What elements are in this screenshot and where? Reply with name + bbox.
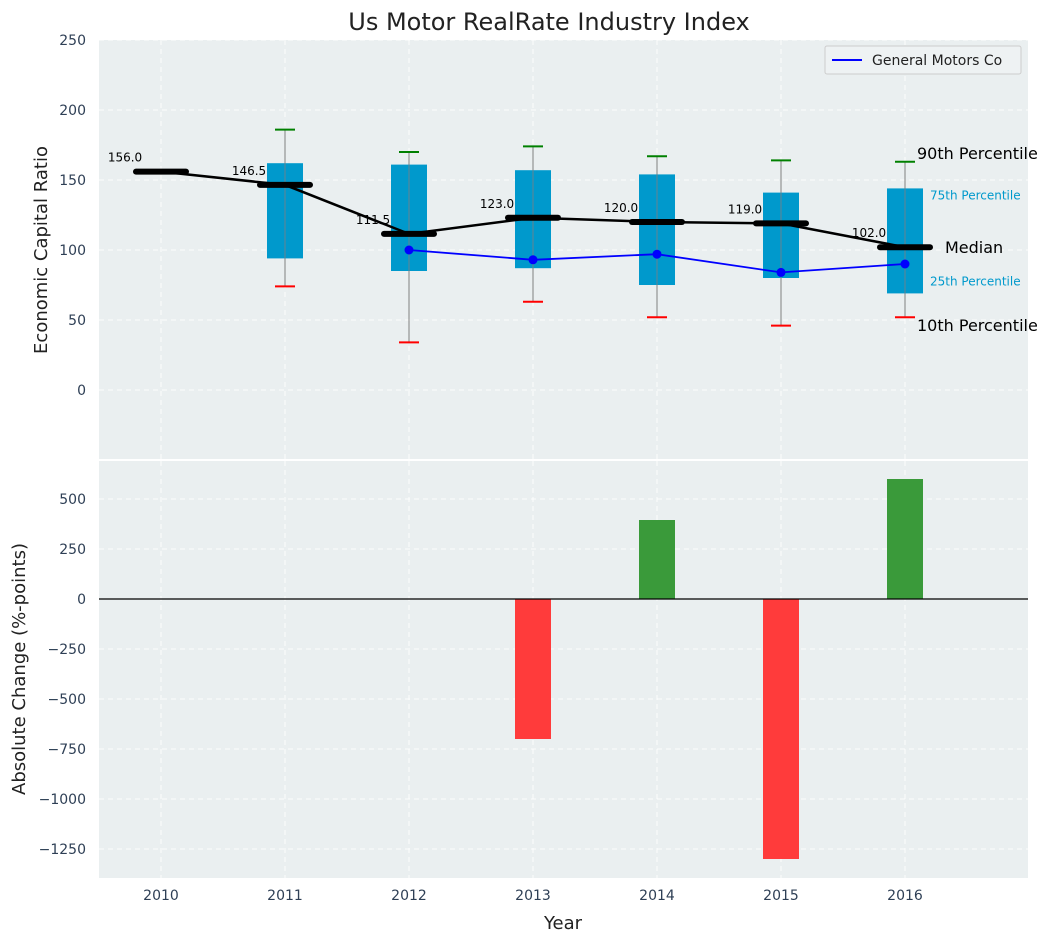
legend-box: [824, 45, 1022, 75]
bottom-panel: −1250 −1000 −750 −500 −250 0 250 500 2010 2011 201…: [39, 461, 1028, 904]
bottom-y-tick-label: −500: [48, 692, 86, 708]
median-value-label-2010: 156.0: [108, 151, 142, 165]
label-90th-percentile: 90th Percentile: [917, 144, 1038, 163]
company-point-2014: [652, 249, 662, 259]
bottom-y-axis-title: Absolute Change (%-points): [9, 543, 30, 795]
median-value-label-2015: 119.0: [728, 202, 762, 216]
top-y-tick-label: 150: [59, 173, 86, 189]
x-tick-label-2012: 2012: [391, 888, 427, 904]
x-tick-label-2016: 2016: [887, 888, 923, 904]
legend-entry: General Motors Co: [872, 53, 1002, 69]
x-axis-title: Year: [543, 913, 583, 934]
bottom-plot-area: [99, 461, 1028, 878]
top-y-tick-label: 100: [59, 243, 86, 259]
change-bar-2014: [639, 520, 675, 599]
x-tick-label-2014: 2014: [639, 888, 675, 904]
bottom-y-tick-label: −750: [48, 742, 86, 758]
bottom-y-tick-label: 250: [59, 542, 86, 558]
x-tick-label-2011: 2011: [267, 888, 303, 904]
label-25th-percentile: 25th Percentile: [930, 274, 1021, 288]
label-median: Median: [945, 238, 1003, 257]
bottom-y-tick-label: −1000: [39, 792, 86, 808]
median-value-label-2013: 123.0: [480, 197, 514, 211]
x-tick-label-2015: 2015: [763, 888, 799, 904]
x-tick-label-2010: 2010: [143, 888, 179, 904]
median-value-label-2011: 146.5: [232, 164, 266, 178]
top-y-tick-label: 250: [59, 33, 86, 49]
top-y-tick-label: 50: [68, 313, 86, 329]
company-point-2015: [776, 267, 786, 277]
x-tick-label-2013: 2013: [515, 888, 551, 904]
top-y-axis-title: Economic Capital Ratio: [31, 146, 52, 354]
bottom-y-tick-label: −1250: [39, 842, 86, 858]
chart-title: Us Motor RealRate Industry Index: [348, 8, 750, 36]
label-10th-percentile: 10th Percentile: [917, 316, 1038, 335]
legend: General Motors Co: [824, 45, 1022, 75]
bottom-y-tick-label: 500: [59, 492, 86, 508]
top-y-tick-label: 200: [59, 103, 86, 119]
label-75th-percentile: 75th Percentile: [930, 188, 1021, 202]
bottom-y-tick-label: −250: [48, 642, 86, 658]
change-bar-2013: [515, 599, 551, 739]
change-bar-2016: [887, 479, 923, 599]
company-point-2012: [404, 245, 414, 255]
change-bar-2015: [763, 599, 799, 859]
median-value-label-2012: 111.5: [356, 213, 390, 227]
top-y-tick-label: 0: [77, 383, 86, 399]
company-point-2016: [900, 259, 910, 269]
top-panel: 0 50 100 150 200 250 156.0 146.5 111.5 123.0 120.0…: [59, 33, 1038, 459]
median-value-label-2014: 120.0: [604, 201, 638, 215]
median-value-label-2016: 102.0: [852, 226, 886, 240]
bottom-y-tick-label: 0: [77, 592, 86, 608]
company-point-2013: [528, 255, 538, 265]
